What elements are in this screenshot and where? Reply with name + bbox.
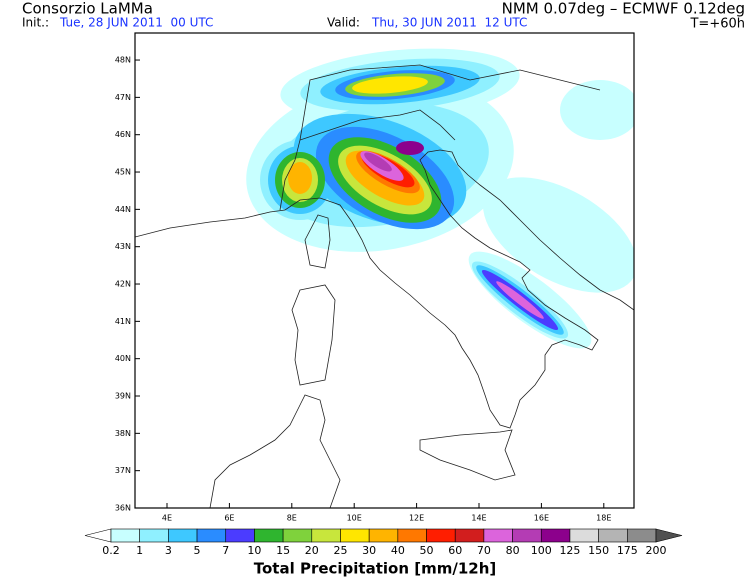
coastline: [135, 149, 634, 429]
precipitation: [246, 48, 634, 349]
colorbar-box: [282, 528, 313, 543]
title: Consorzio LaMMa: [22, 0, 153, 18]
colorbar-box: [225, 528, 255, 543]
africa-coast: [209, 394, 341, 508]
lead-time: T=+60h: [689, 17, 745, 32]
colorbar-high: [655, 528, 683, 543]
colorbar-label: 30: [362, 544, 376, 557]
valid-time: Thu, 30 JUN 2011 12 UTC: [371, 16, 527, 30]
colorbar-label: 20: [305, 544, 319, 557]
precip-area: [483, 177, 634, 293]
colorbar-label: 1: [136, 544, 143, 557]
lat-label: 44N: [115, 205, 131, 214]
init-label: Init.:: [22, 16, 49, 30]
lon-label: 6E: [224, 514, 234, 523]
colorbar-label: 175: [617, 544, 638, 557]
colorbar-label: 100: [531, 544, 552, 557]
lat-label: 41N: [115, 317, 131, 326]
colorbar-box: [598, 528, 628, 543]
colorbar-box: [110, 528, 140, 543]
precip-area: [496, 281, 544, 319]
colorbar-box: [627, 528, 657, 543]
lon-label: 16E: [534, 514, 549, 523]
colorbar-box: [340, 528, 370, 543]
colorbar-box: [196, 528, 227, 543]
lon-label: 14E: [471, 514, 486, 523]
valid-label: Valid:: [327, 16, 360, 30]
colorbar-label: 150: [588, 544, 609, 557]
colorbar-box: [426, 528, 456, 543]
colorbar-label: 5: [194, 544, 201, 557]
colorbar-title: Total Precipitation [mm/12h]: [254, 560, 497, 578]
colorbar-label: 7: [222, 544, 229, 557]
lat-label: 42N: [115, 280, 131, 289]
sicily: [419, 429, 516, 481]
colorbar-label: 25: [333, 544, 347, 557]
colorbar-label: 70: [477, 544, 491, 557]
colorbar-label: 10: [247, 544, 261, 557]
lat-label: 48N: [115, 56, 131, 65]
lat-label: 45N: [115, 168, 131, 177]
lat-label: 47N: [115, 93, 131, 102]
border: [279, 64, 601, 211]
precip-area: [352, 76, 428, 94]
precip-area: [396, 141, 424, 155]
colorbar-label: 3: [165, 544, 172, 557]
colorbar-box: [483, 528, 513, 543]
colorbar-box: [168, 528, 198, 543]
lat-label: 38N: [115, 429, 131, 438]
colorbar-label: 80: [506, 544, 520, 557]
precip-area: [288, 162, 312, 194]
colorbar-box: [139, 528, 169, 543]
lon-label: 4E: [162, 514, 172, 523]
colorbar-label: 200: [646, 544, 667, 557]
sardinia: [291, 284, 336, 386]
colorbar-label: 60: [448, 544, 462, 557]
colorbar-box: [540, 528, 571, 543]
colorbar-label: 15: [276, 544, 290, 557]
precip-area: [364, 152, 392, 172]
lon-label: 12E: [409, 514, 424, 523]
model-info: NMM 0.07deg – ECMWF 0.12deg: [502, 0, 745, 18]
colorbar-box: [569, 528, 599, 543]
colorbar-box: [512, 528, 542, 543]
coastlines: [135, 64, 634, 508]
lon-label: 8E: [287, 514, 297, 523]
map-frame: [134, 32, 635, 509]
colorbar-box: [368, 528, 399, 543]
lat-label: 36N: [115, 504, 131, 513]
precip-area: [560, 80, 634, 140]
colorbar-label: 50: [420, 544, 434, 557]
colorbar-box: [311, 528, 341, 543]
corsica: [304, 214, 331, 269]
lat-label: 39N: [115, 392, 131, 401]
colorbar-label: 40: [391, 544, 405, 557]
lat-label: 46N: [115, 130, 131, 139]
lon-label: 18E: [596, 514, 611, 523]
init-time: Tue, 28 JUN 2011 00 UTC: [59, 16, 213, 30]
colorbar-box: [454, 528, 485, 543]
colorbar-label: 125: [559, 544, 580, 557]
colorbar-box: [397, 528, 427, 543]
colorbar-box: [254, 528, 284, 543]
lon-label: 10E: [347, 514, 362, 523]
colorbar-low: [84, 528, 112, 543]
lat-label: 43N: [115, 242, 131, 251]
colorbar-label: 0.2: [102, 544, 120, 557]
lat-label: 37N: [115, 466, 131, 475]
lat-label: 40N: [115, 354, 131, 363]
